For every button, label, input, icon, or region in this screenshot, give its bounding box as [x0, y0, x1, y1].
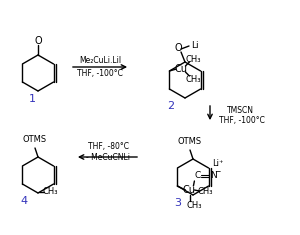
Text: Li⁺: Li⁺ [212, 160, 223, 168]
Text: C: C [194, 172, 200, 180]
Text: Cu: Cu [175, 64, 188, 74]
Text: 3: 3 [175, 198, 182, 208]
Text: 1: 1 [28, 94, 35, 104]
Text: TMSCN: TMSCN [226, 106, 254, 114]
Text: CH₃: CH₃ [198, 188, 213, 196]
Text: THF, -100°C: THF, -100°C [77, 68, 123, 78]
Text: OTMS: OTMS [23, 136, 47, 145]
Text: CH₃: CH₃ [186, 74, 201, 83]
Text: Cu: Cu [183, 185, 196, 195]
Text: Li: Li [191, 40, 199, 50]
Text: - MeCuCNLi: - MeCuCNLi [86, 153, 130, 161]
Text: CH₃: CH₃ [42, 187, 58, 196]
Text: O: O [34, 36, 42, 46]
Text: CH₃: CH₃ [187, 201, 202, 211]
Text: N: N [210, 172, 217, 180]
Text: 4: 4 [20, 196, 28, 206]
Text: Me₂CuLi.LiI: Me₂CuLi.LiI [79, 55, 121, 64]
Text: THF, -80°C: THF, -80°C [88, 142, 128, 152]
Text: OTMS: OTMS [178, 137, 202, 146]
Text: O: O [174, 43, 182, 53]
Text: THF, -100°C: THF, -100°C [219, 115, 265, 125]
Text: 2: 2 [167, 101, 175, 111]
Text: −: − [214, 168, 220, 176]
Text: CH₃: CH₃ [186, 55, 201, 63]
